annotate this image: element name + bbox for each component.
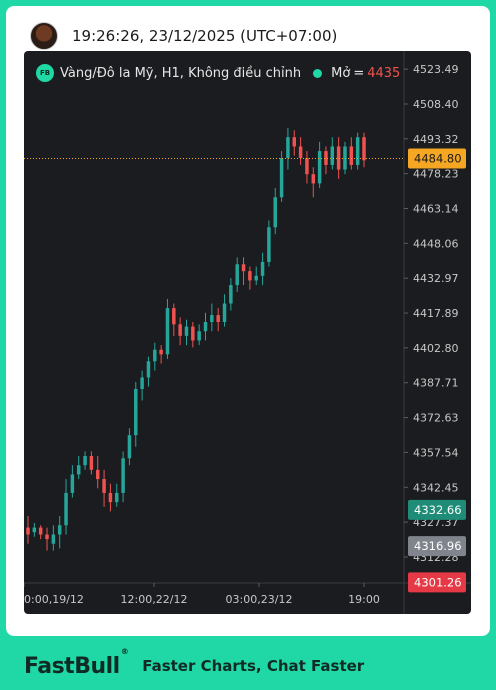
candle-body — [83, 455, 87, 466]
candle-body — [279, 158, 284, 198]
candle-body — [108, 492, 113, 503]
price-badge — [408, 536, 466, 557]
x-tick-label: 03:00,23/12 — [226, 593, 293, 606]
footer: FastBull® Faster Charts, Chat Faster — [24, 647, 365, 680]
candle-body — [153, 349, 157, 362]
open-value: 4435 — [367, 65, 401, 81]
candle-body — [222, 303, 227, 322]
candle-body — [178, 324, 182, 336]
price-badge-label: 4484.80 — [414, 151, 462, 165]
candle-body — [286, 137, 290, 159]
y-tick-label: 4402.80 — [413, 342, 459, 355]
chart-panel[interactable]: 4523.49 4508.40 4493.32 4478.23 4463.14 4448.… — [24, 51, 471, 614]
candle-body — [305, 158, 309, 175]
candle-body — [235, 264, 239, 286]
price-badge-label: 4301.26 — [414, 575, 462, 589]
candle-body — [32, 527, 37, 533]
candle-body — [273, 197, 277, 228]
candle-body — [330, 146, 335, 165]
candle-body — [115, 492, 119, 503]
candle-body — [197, 331, 201, 341]
y-tick-label: 4357.54 — [413, 446, 459, 459]
candle-body — [248, 271, 252, 281]
candle-body — [191, 326, 195, 341]
chart-header: 19:26:26, 23/12/2025 (UTC+07:00) — [30, 22, 337, 50]
y-tick-label: 4508.40 — [413, 98, 459, 111]
candle-body — [203, 322, 208, 332]
candle-body — [159, 349, 163, 355]
user-avatar — [30, 22, 58, 50]
open-label: Mở — [331, 65, 351, 81]
candle-body — [140, 377, 144, 389]
candle-body — [134, 388, 138, 436]
y-tick-label: 4387.71 — [413, 377, 459, 390]
price-badge-label: 4316.96 — [414, 539, 462, 553]
candle-body — [324, 151, 328, 165]
fastbull-logo: FastBull® — [24, 647, 129, 679]
candle-body — [89, 455, 94, 470]
candle-body — [70, 474, 75, 493]
y-tick-label: 4342.45 — [413, 481, 459, 494]
timestamp: 19:26:26, 23/12/2025 (UTC+07:00) — [72, 27, 338, 45]
open-equals: = — [353, 65, 365, 81]
price-badge — [408, 572, 466, 593]
candle-body — [349, 146, 354, 165]
price-badge — [408, 148, 466, 169]
y-tick-label: 4478.23 — [413, 168, 459, 181]
x-tick-label: 19:00 — [348, 593, 380, 606]
y-tick-label: 4493.32 — [413, 133, 459, 146]
y-tick-label: 4432.97 — [413, 272, 459, 285]
candle-body — [121, 458, 125, 493]
candle-body — [95, 469, 100, 480]
candle-body — [292, 137, 297, 147]
candle-body — [343, 146, 347, 170]
candle-body — [57, 525, 62, 535]
candle-body — [26, 527, 30, 535]
candle-body — [216, 315, 220, 322]
status-dot-icon — [313, 68, 323, 78]
tagline: Faster Charts, Chat Faster — [142, 657, 365, 675]
y-tick-label: 4372.63 — [413, 412, 459, 425]
y-tick-label: 4523.49 — [413, 63, 459, 76]
candle-body — [311, 174, 316, 184]
price-badge-label: 4332.66 — [414, 503, 462, 517]
candle-body — [362, 137, 366, 161]
candle-body — [298, 146, 303, 159]
candle-body — [146, 361, 151, 378]
price-badge — [408, 499, 466, 520]
candle-body — [254, 275, 258, 281]
x-tick-label: 12:00,22/12 — [121, 593, 188, 606]
candle-body — [38, 527, 43, 535]
candle-body — [76, 465, 81, 475]
candle-body — [241, 264, 246, 272]
candle-body — [64, 492, 68, 526]
candlestick-chart[interactable]: 4523.49 4508.40 4493.32 4478.23 4463.14 4448.… — [24, 51, 471, 614]
candle-body — [172, 308, 176, 325]
candle-body — [210, 315, 214, 322]
candle-body — [51, 534, 56, 544]
y-tick-label: 4417.89 — [413, 307, 459, 320]
candle-body — [336, 146, 341, 170]
candle-body — [355, 137, 360, 165]
chart-legend: FB Vàng/Đô la Mỹ, H1, Không điều chỉnh M… — [36, 64, 400, 82]
y-tick-label: 4448.06 — [413, 237, 459, 250]
candle-body — [165, 308, 170, 355]
x-tick-label: 0:00,19/12 — [24, 593, 84, 606]
candle-body — [127, 435, 132, 459]
candle-body — [267, 227, 271, 262]
y-tick-label: 4463.14 — [413, 202, 459, 215]
candle-body — [102, 479, 106, 493]
candle-body — [229, 285, 233, 304]
candle-body — [317, 151, 322, 184]
fb-symbol-icon: FB — [36, 64, 54, 82]
legend-title: Vàng/Đô la Mỹ, H1, Không điều chỉnh — [60, 65, 302, 81]
candle-body — [260, 261, 265, 276]
candle-body — [184, 326, 189, 336]
candle-body — [45, 534, 49, 540]
